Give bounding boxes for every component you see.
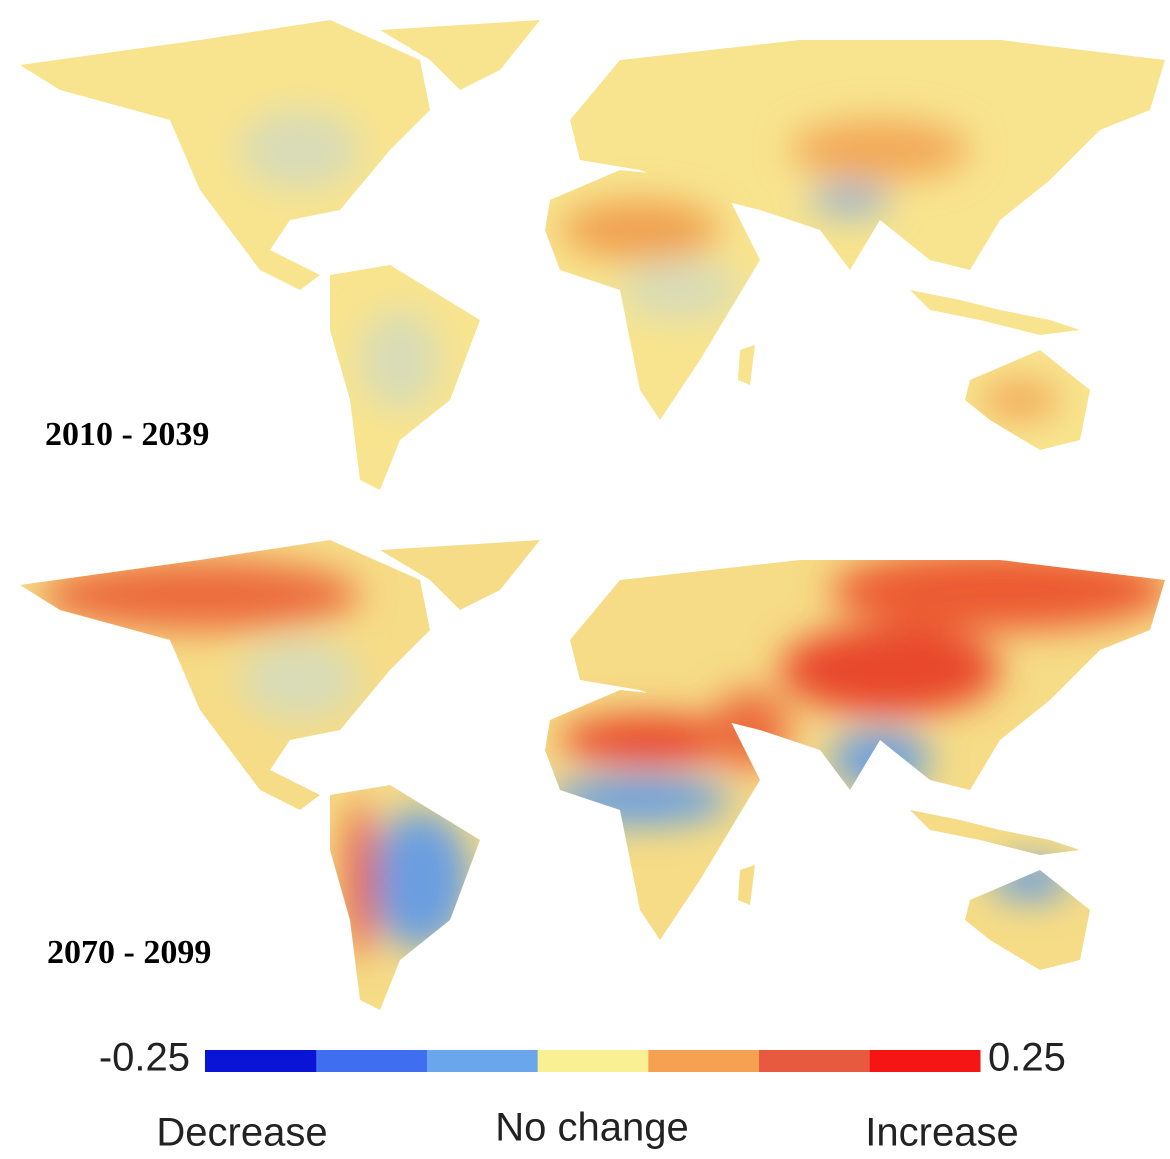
legend-swatch xyxy=(426,1050,537,1072)
figure: 2010 - 2039 2070 - 2099 -0.25 0.25 Decre… xyxy=(0,0,1170,1159)
legend-descriptor: Increase xyxy=(865,1111,1018,1155)
legend: -0.25 0.25 Decrease No change Increase xyxy=(99,1036,1066,1155)
legend-descriptor: Decrease xyxy=(156,1111,327,1155)
legend-swatch xyxy=(648,1050,759,1072)
legend-swatch xyxy=(759,1050,870,1072)
legend-swatch xyxy=(537,1050,648,1072)
legend-descriptor: No change xyxy=(495,1106,688,1150)
legend-min: -0.25 xyxy=(99,1036,190,1080)
legend-swatch xyxy=(869,1050,980,1072)
panel-label: 2070 - 2099 xyxy=(47,934,211,971)
page: 2010 - 2039 2070 - 2099 -0.25 0.25 Decre… xyxy=(0,0,1170,1159)
legend-max: 0.25 xyxy=(988,1036,1066,1080)
panel-label: 2010 - 2039 xyxy=(45,416,209,453)
legend-swatch xyxy=(205,1050,316,1072)
legend-swatch xyxy=(316,1050,427,1072)
